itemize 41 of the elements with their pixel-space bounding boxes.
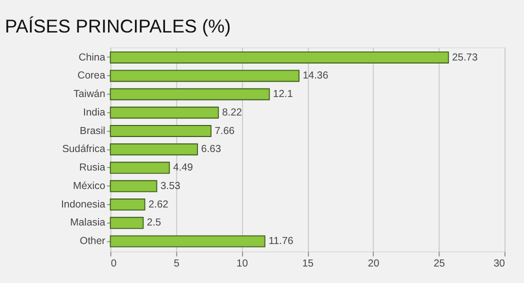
- x-tick-label: 15: [302, 258, 314, 270]
- y-tick-label: India: [83, 107, 106, 118]
- chart-title: PAÍSES PRINCIPALES (%): [4, 16, 231, 37]
- x-tick-label: 25: [434, 258, 446, 270]
- bar: [110, 180, 158, 192]
- y-tick-label: Sudáfrica: [62, 144, 106, 156]
- y-tick-label: México: [72, 180, 106, 192]
- bar: [110, 88, 270, 100]
- data-label: 4.49: [173, 162, 194, 174]
- data-label: 8.22: [222, 107, 242, 118]
- data-label: 25.73: [452, 52, 478, 64]
- y-tick-label: Other: [80, 236, 106, 248]
- y-tick-label: Taiwán: [74, 89, 106, 100]
- x-tick-label: 0: [110, 258, 117, 270]
- bar: [110, 198, 146, 211]
- data-label: 2.62: [148, 199, 169, 210]
- bar: [110, 106, 219, 119]
- y-tick-label: Corea: [78, 70, 106, 82]
- x-tick-label: 10: [236, 258, 248, 270]
- y-tick-label: China: [78, 52, 106, 64]
- bar: [110, 235, 266, 248]
- data-label: 11.76: [268, 236, 294, 248]
- y-tick-label: Malasia: [70, 218, 106, 229]
- bar: [110, 216, 144, 229]
- data-label: 14.36: [302, 70, 329, 82]
- y-tick-label: Brasil: [80, 126, 106, 137]
- bar: [110, 70, 300, 82]
- bar: [110, 143, 198, 156]
- bar: [110, 125, 212, 137]
- x-tick-label: 20: [368, 258, 380, 270]
- data-label: 12.1: [273, 89, 294, 100]
- bar: [110, 162, 170, 174]
- data-label: 2.5: [146, 218, 162, 229]
- x-tick-label: 5: [174, 258, 180, 270]
- data-label: 6.63: [201, 144, 222, 156]
- y-tick-label: Indonesia: [61, 199, 106, 210]
- data-label: 3.53: [160, 180, 181, 192]
- bar: [110, 51, 449, 64]
- data-label: 7.66: [214, 126, 235, 137]
- y-tick-label: Rusia: [79, 162, 106, 174]
- x-tick-label: 30: [494, 258, 506, 270]
